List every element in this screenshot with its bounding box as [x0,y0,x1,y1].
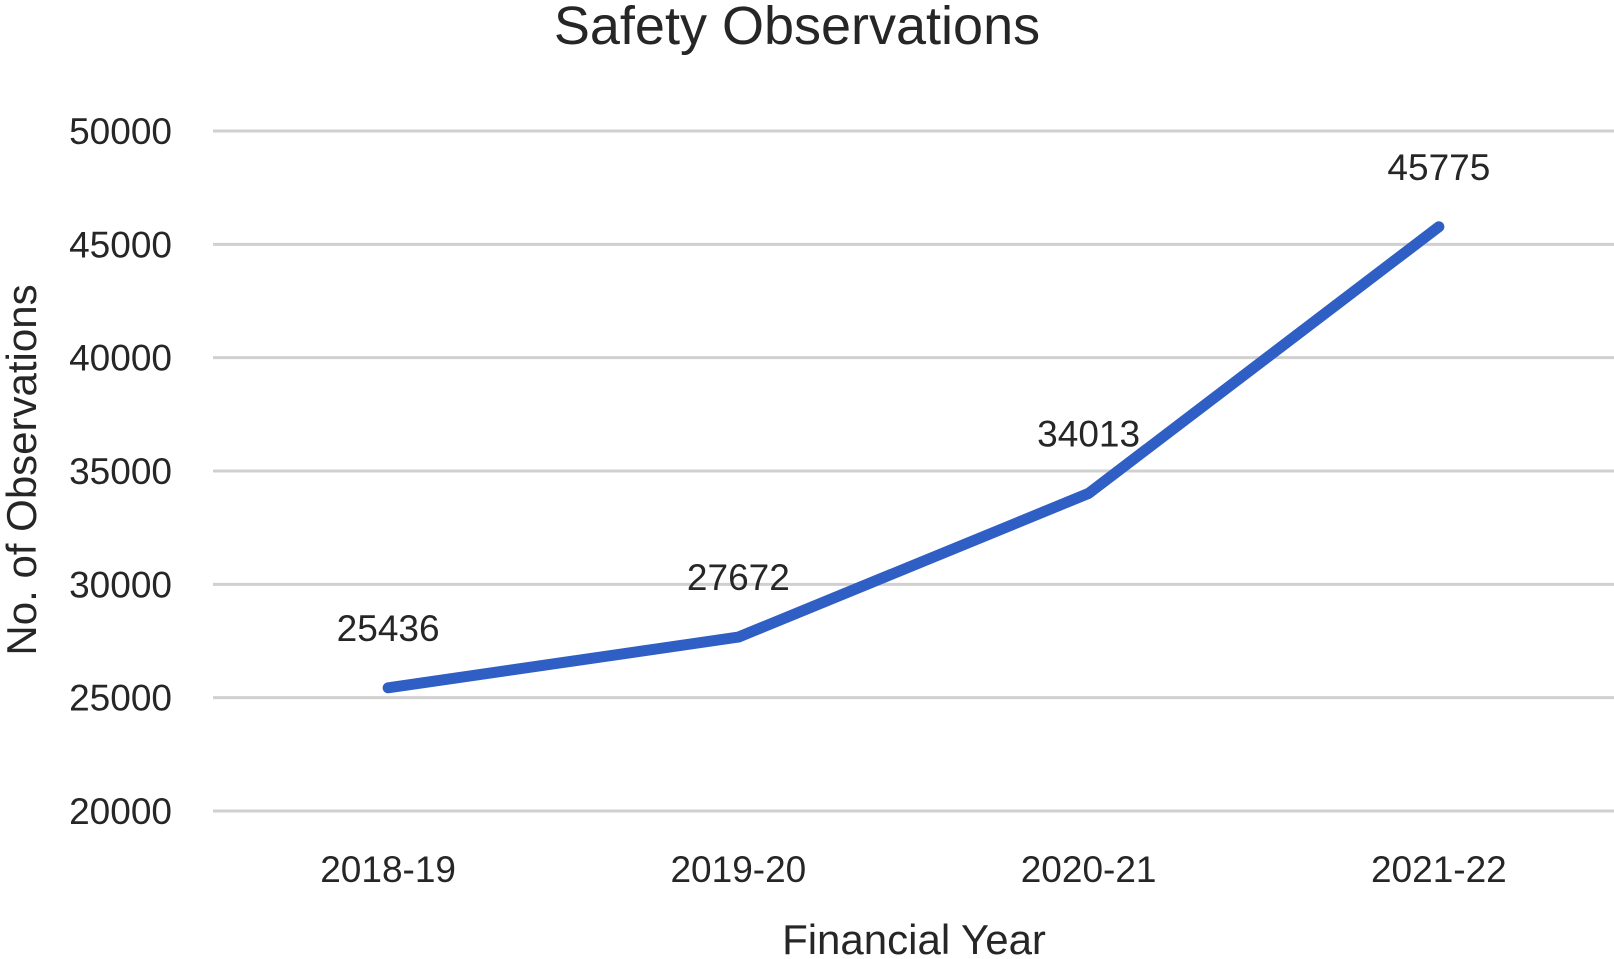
x-tick-label: 2018-19 [320,849,456,890]
data-label: 34013 [1037,413,1140,454]
x-tick-label: 2020-21 [1021,849,1157,890]
x-axis-title: Financial Year [782,916,1046,959]
y-tick-label: 50000 [69,111,172,152]
gridlines [213,129,1614,813]
series-line [382,221,1445,694]
y-axis-tick-labels: 20000 25000 30000 35000 40000 45000 50000 [69,111,172,832]
x-tick-label: 2019-20 [670,849,806,890]
y-tick-label: 35000 [69,451,172,492]
y-axis-title: No. of Observations [0,284,45,655]
y-tick-label: 20000 [69,791,172,832]
y-tick-label: 30000 [69,564,172,605]
y-tick-label: 40000 [69,338,172,379]
data-label: 25436 [337,608,440,649]
data-label: 45775 [1387,147,1490,188]
chart-title: Safety Observations [554,0,1040,56]
data-labels: 25436 27672 34013 45775 [337,147,1491,649]
data-label: 27672 [687,557,790,598]
x-axis-tick-labels: 2018-19 2019-20 2020-21 2021-22 [320,849,1507,890]
y-tick-label: 25000 [69,678,172,719]
series [382,221,1445,694]
x-tick-label: 2021-22 [1371,849,1507,890]
y-tick-label: 45000 [69,224,172,265]
